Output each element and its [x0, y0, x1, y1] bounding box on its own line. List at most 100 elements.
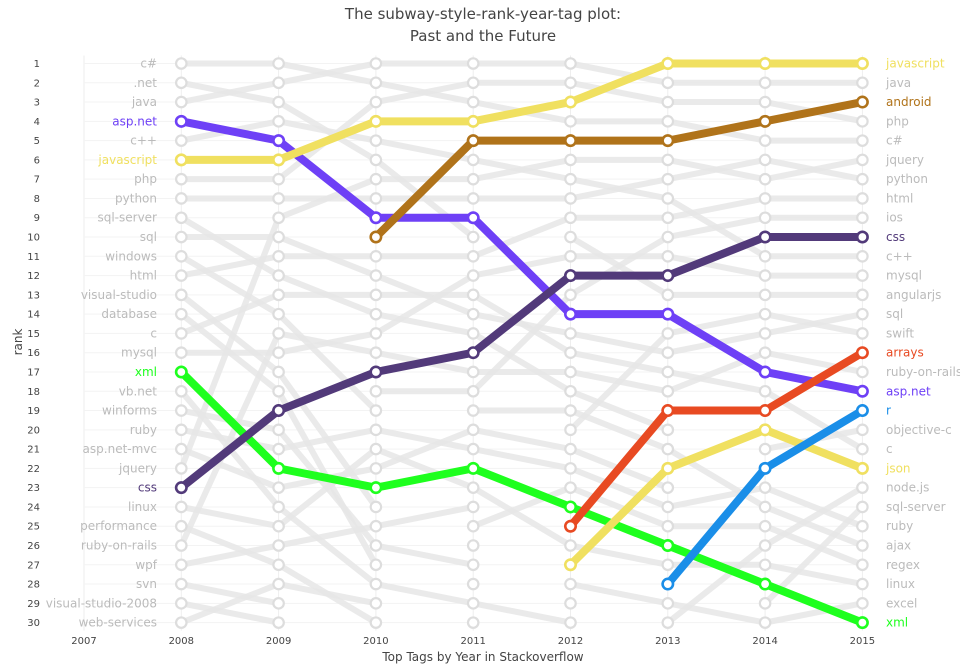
y-tick-label: 25: [27, 522, 40, 533]
rank-node: [758, 327, 772, 340]
rank-node: [272, 192, 285, 205]
y-tick-label: 4: [34, 117, 40, 128]
rank-node: [661, 115, 675, 128]
rank-node: [175, 404, 188, 417]
rank-node: [564, 230, 577, 244]
chart-title: The subway-style-rank-year-tag plot:: [344, 5, 621, 23]
rank-node: [758, 500, 772, 514]
rank-node: [466, 577, 480, 591]
background-tag-line: [178, 446, 866, 588]
right-tag-label: ajax: [886, 539, 911, 553]
chart-subtitle: Past and the Future: [410, 27, 556, 45]
rank-node: [272, 211, 285, 225]
rank-node: [661, 211, 675, 225]
series-point-arrays: [661, 404, 675, 418]
x-tick-label: 2015: [850, 636, 875, 647]
rank-node: [564, 327, 577, 340]
series-point-css: [272, 404, 286, 418]
rank-node: [175, 462, 188, 475]
background-tag-line: [178, 195, 866, 279]
rank-node: [564, 249, 577, 263]
rank-node: [175, 269, 188, 282]
series-point-json: [758, 423, 772, 437]
rank-node: [856, 288, 869, 302]
left-tag-label: web-services: [79, 616, 157, 630]
y-tick-label: 9: [34, 213, 40, 224]
rank-node: [758, 384, 772, 398]
rank-node: [564, 384, 577, 398]
y-tick-label: 6: [34, 155, 40, 166]
series-point-asp-net: [563, 307, 577, 321]
left-tag-label: sql: [140, 230, 157, 244]
y-tick-label: 13: [27, 290, 40, 301]
left-tag-label: linux: [128, 500, 157, 514]
rank-node: [272, 115, 285, 128]
series-line-xml: [177, 367, 867, 627]
left-tag-label: visual-studio-2008: [46, 596, 157, 610]
left-tag-label: ruby-on-rails: [81, 539, 157, 553]
rank-node: [856, 76, 869, 90]
rank-node: [369, 597, 383, 610]
left-tag-label: mysql: [121, 346, 157, 360]
background-tag-line: [178, 291, 866, 453]
rank-node: [175, 346, 188, 359]
rank-node: [856, 558, 869, 572]
left-tag-label: jquery: [118, 461, 157, 475]
series-point-asp-net: [661, 307, 675, 321]
series-point-asp-net: [174, 114, 188, 128]
rank-node: [175, 95, 188, 109]
right-tag-label: ios: [886, 211, 903, 225]
rank-node: [272, 558, 285, 572]
rank-node: [758, 616, 772, 629]
rank-node: [175, 211, 188, 225]
rank-node: [564, 57, 577, 70]
rank-node: [369, 288, 383, 302]
rank-node: [466, 230, 480, 244]
rank-node: [661, 442, 675, 456]
rank-node: [564, 481, 577, 494]
background-tag-line: [178, 426, 671, 491]
rank-node: [856, 134, 869, 147]
rank-node: [856, 423, 869, 437]
background-tag-line: [567, 234, 866, 298]
rank-node: [272, 384, 285, 398]
right-tag-label: c++: [886, 249, 913, 263]
left-tag-label: php: [134, 172, 157, 186]
rank-node: [564, 172, 577, 186]
y-tick-label: 27: [27, 560, 40, 571]
left-tag-label: html: [130, 269, 157, 283]
series-point-android: [661, 134, 675, 148]
rank-node: [758, 134, 772, 147]
rank-node: [661, 365, 675, 379]
rank-node: [369, 558, 383, 572]
rank-node: [369, 346, 383, 359]
left-tag-label: wpf: [135, 558, 157, 572]
rank-node: [369, 616, 383, 629]
rank-node: [758, 519, 772, 533]
rank-node: [564, 462, 577, 475]
y-tick-label: 7: [34, 175, 40, 186]
right-tag-label: linux: [886, 577, 915, 591]
y-tick-label: 18: [27, 387, 40, 398]
rank-node: [758, 288, 772, 302]
highlighted-nodes: [174, 56, 869, 630]
series-point-r: [758, 461, 772, 475]
rank-node: [466, 327, 480, 340]
rank-node: [564, 616, 577, 629]
rank-node: [856, 307, 869, 321]
rank-node: [758, 346, 772, 359]
rank-node: [856, 269, 869, 282]
rank-node: [661, 346, 675, 359]
rank-node: [175, 442, 188, 456]
rank-node: [758, 558, 772, 572]
series-line-android: [371, 98, 867, 242]
rank-node: [272, 423, 285, 437]
rank-node: [758, 442, 772, 456]
rank-node: [661, 192, 675, 205]
rank-node: [856, 115, 869, 128]
rank-node: [175, 519, 188, 533]
rank-node: [369, 577, 383, 591]
left-tag-label: winforms: [102, 404, 157, 418]
rank-node: [369, 442, 383, 456]
